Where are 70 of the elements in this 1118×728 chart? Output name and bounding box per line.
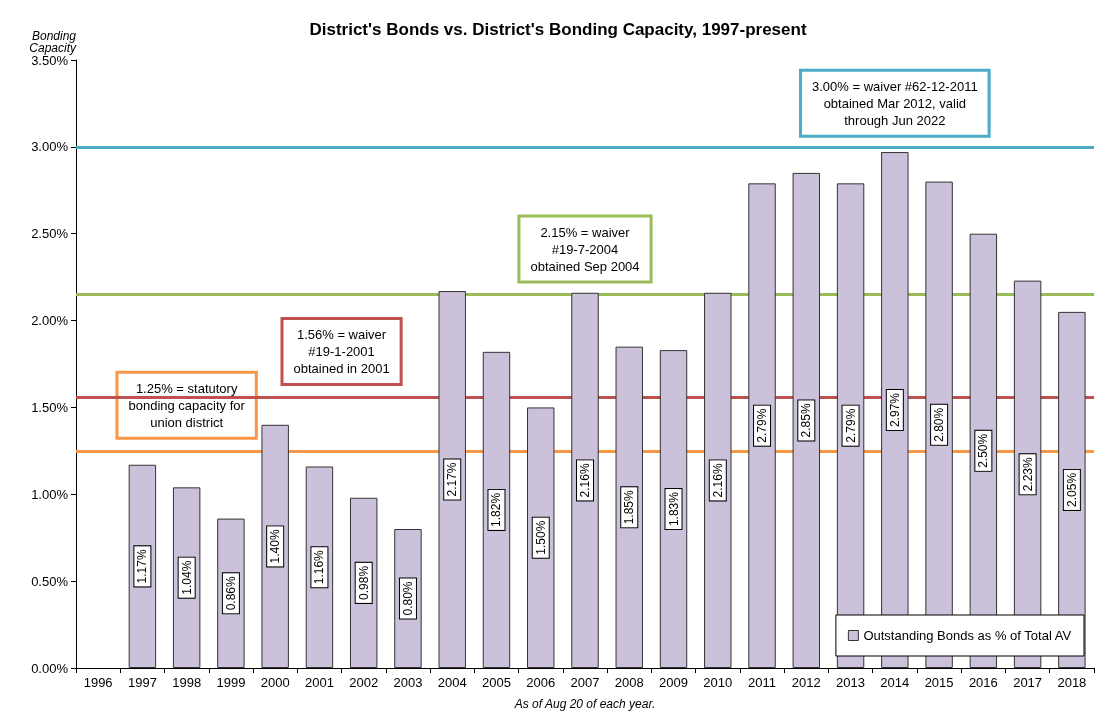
data-label: 2.16%: [578, 463, 592, 498]
ref-line-label: 1.56% = waiver #19-1-2001 obtained in 2001: [293, 327, 390, 377]
x-tick-label: 1999: [216, 675, 246, 690]
bar: [261, 424, 289, 668]
bar: [615, 346, 643, 668]
y-tick-label: 2.00%: [31, 313, 69, 329]
x-tick-label: 1998: [172, 675, 202, 690]
y-tick-label: 0.50%: [31, 573, 69, 589]
data-label: 2.79%: [843, 408, 858, 443]
chart-title: District's Bonds vs. District's Bonding Capacity, 1997-present: [309, 20, 807, 39]
data-label: 1.04%: [179, 560, 194, 595]
y-tick-label: 2.50%: [31, 226, 69, 242]
x-tick-label: 2006: [526, 675, 556, 690]
bar: [482, 351, 511, 668]
x-tick-label: 1996: [83, 675, 113, 690]
x-tick-label: 2013: [836, 675, 866, 690]
x-tick-label: 2004: [437, 675, 467, 690]
data-label: 2.16%: [710, 463, 725, 498]
ref-line-label: 2.15% = waiver #19-7-2004 obtained Sep 2004: [530, 224, 640, 274]
data-label: 2.97%: [887, 392, 902, 428]
y-axis-title: Bonding Capacity: [29, 28, 77, 55]
data-label: 2.50%: [976, 433, 991, 468]
bar: [792, 172, 821, 668]
y-tick-label: 3.00%: [31, 139, 69, 155]
data-label: 2.80%: [932, 407, 947, 442]
x-tick-label: 2015: [924, 675, 954, 690]
bar: [704, 292, 732, 668]
data-label: 0.98%: [356, 565, 371, 600]
data-label: 0.80%: [400, 581, 415, 616]
data-label: 2.79%: [755, 408, 770, 443]
bar: [527, 407, 555, 668]
x-tick-label: 1997: [127, 675, 157, 690]
x-tick-label: 2007: [570, 675, 600, 690]
bar: [659, 350, 688, 668]
x-tick-label: 2005: [482, 675, 511, 690]
data-label: 1.50%: [533, 520, 548, 555]
ref-line-label: 1.25% = statutory bonding capacity for union district: [128, 380, 246, 430]
x-tick-label: 2014: [880, 675, 910, 690]
x-tick-label: 2002: [349, 675, 379, 690]
data-label: 1.17%: [135, 549, 150, 584]
x-tick-label: 2001: [304, 675, 334, 690]
data-label: 0.86%: [223, 575, 238, 611]
x-tick-label: 2011: [748, 675, 777, 690]
data-label: 2.85%: [799, 403, 814, 438]
x-axis-title: As of Aug 20 of each year.: [513, 697, 656, 711]
data-label: 1.83%: [666, 491, 681, 527]
bar: [748, 183, 776, 668]
data-label: 1.16%: [312, 549, 327, 585]
x-tick-label: 2000: [260, 675, 290, 690]
x-tick-label: 2003: [393, 675, 423, 690]
data-label: 1.40%: [268, 529, 283, 564]
x-tick-label: 2010: [703, 675, 733, 690]
x-tick-label: 2016: [968, 675, 998, 690]
x-tick-label: 2008: [614, 675, 644, 690]
data-label: 2.05%: [1064, 472, 1079, 507]
data-label: 2.17%: [445, 462, 460, 497]
x-tick-label: 2017: [1013, 675, 1043, 690]
y-tick-label: 1.00%: [31, 486, 69, 502]
y-tick-label: 1.50%: [31, 399, 69, 415]
y-tick-label: 0.00%: [31, 660, 69, 676]
data-label: 1.82%: [489, 492, 504, 527]
bar: [438, 291, 466, 668]
x-tick-label: 2009: [659, 675, 688, 690]
bar: [571, 292, 599, 668]
x-tick-label: 2012: [791, 675, 821, 690]
ref-line-label: 3.00% = waiver #62-12-2011 obtained Mar 2012, valid through Jun 2022: [812, 78, 978, 128]
x-tick-label: 2018: [1057, 675, 1087, 690]
data-label: 2.23%: [1020, 456, 1035, 492]
legend-label: Outstanding Bonds as % of Total AV: [863, 628, 1072, 643]
data-label: 1.85%: [622, 489, 637, 525]
